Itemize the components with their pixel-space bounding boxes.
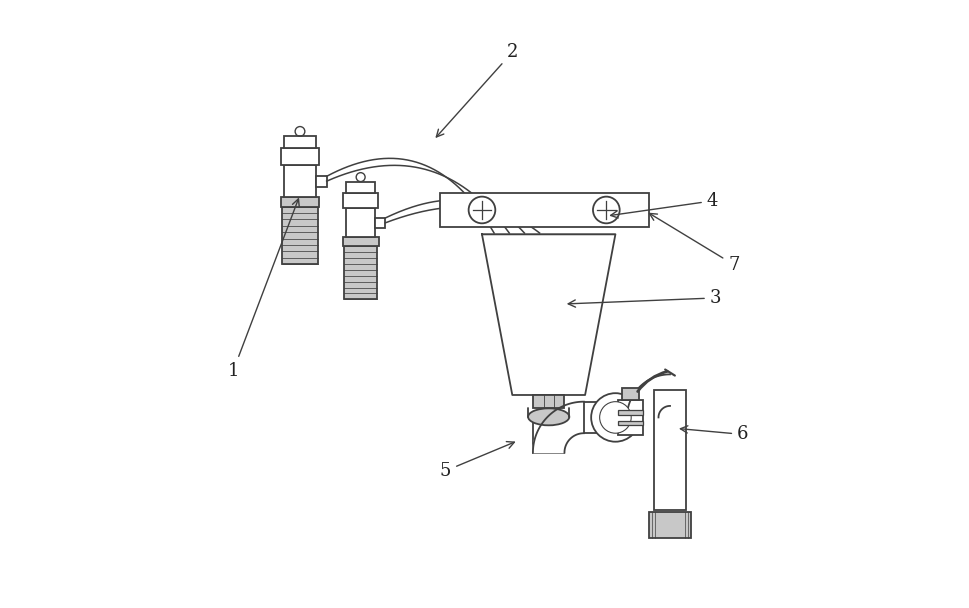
Bar	[346, 209, 375, 237]
Polygon shape	[626, 375, 670, 418]
Bar	[532, 395, 564, 409]
Ellipse shape	[527, 409, 569, 426]
Bar	[284, 136, 316, 148]
Bar	[342, 237, 378, 246]
Bar	[316, 176, 327, 187]
Bar	[648, 512, 691, 537]
Bar	[439, 193, 648, 227]
Circle shape	[590, 393, 639, 441]
Bar	[282, 207, 317, 264]
Text: 7: 7	[649, 213, 738, 274]
Polygon shape	[482, 234, 614, 395]
Text: 4: 4	[610, 192, 717, 218]
Bar	[618, 400, 642, 435]
Bar	[375, 218, 385, 228]
Text: 2: 2	[436, 43, 517, 137]
Bar	[653, 390, 685, 510]
Bar	[618, 410, 642, 415]
Bar	[583, 402, 627, 434]
Bar	[281, 148, 319, 165]
Polygon shape	[532, 402, 583, 452]
Text: 1: 1	[228, 199, 299, 380]
Bar	[280, 197, 319, 207]
Bar	[343, 193, 378, 209]
Text: 5: 5	[439, 441, 514, 480]
Bar	[532, 417, 564, 452]
Circle shape	[599, 402, 631, 434]
Bar	[284, 165, 316, 197]
Circle shape	[592, 196, 619, 223]
Bar	[621, 388, 639, 400]
Circle shape	[468, 196, 495, 223]
Bar	[618, 421, 642, 425]
Text: 3: 3	[568, 289, 721, 307]
Bar	[344, 246, 376, 299]
Bar	[346, 182, 375, 193]
Text: 6: 6	[679, 426, 748, 443]
